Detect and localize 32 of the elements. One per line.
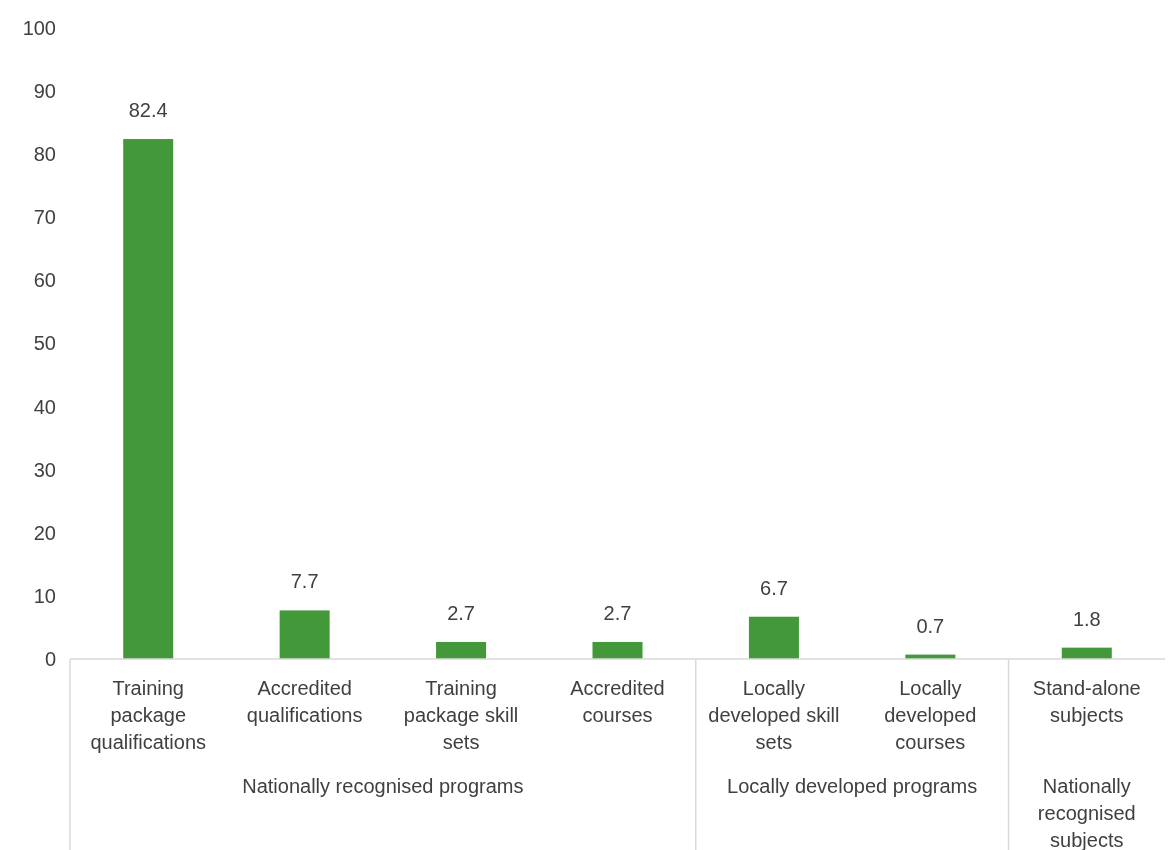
bar (123, 139, 174, 659)
y-tick-label: 60 (33, 269, 56, 292)
bar (748, 616, 799, 659)
text: Nationally recognised programs (242, 775, 524, 797)
y-tick-label: 70 (33, 206, 56, 229)
y-tick-label: 100 (22, 16, 56, 39)
y-tick-label: 20 (33, 521, 56, 544)
x-tick-label: Accredited courses (570, 677, 665, 726)
data-label: 6.7 (760, 576, 788, 599)
y-tick-label: 90 (33, 80, 56, 102)
x-tick-label: Training package qualifications (90, 677, 207, 753)
data-label: 0.7 (916, 614, 945, 637)
data-label: 2.7 (603, 601, 632, 624)
y-tick-label: 0 (44, 647, 56, 670)
y-tick-label: 10 (33, 584, 56, 607)
bar (436, 641, 487, 659)
x-tick-label: Locally developed courses (884, 677, 977, 753)
text: Locally developed programs (727, 775, 978, 797)
x-tick-label: Stand-alone subjects (1032, 677, 1141, 726)
x-tick-label: Locally developed skill sets (708, 677, 840, 753)
x-tick-label: Accredited qualifications (246, 677, 363, 726)
data-label: 7.7 (290, 570, 319, 593)
data-label: 2.7 (447, 601, 475, 624)
x-tick-label: Training package skill sets (403, 677, 519, 753)
bar (279, 610, 330, 659)
data-label: 1.8 (1072, 607, 1101, 630)
data-label: 82.4 (128, 99, 168, 122)
bar (592, 641, 643, 659)
y-tick-label: 40 (33, 395, 56, 418)
y-tick-label: 30 (33, 458, 56, 481)
y-tick-label: 50 (33, 332, 56, 355)
y-tick-label: 80 (33, 143, 56, 166)
